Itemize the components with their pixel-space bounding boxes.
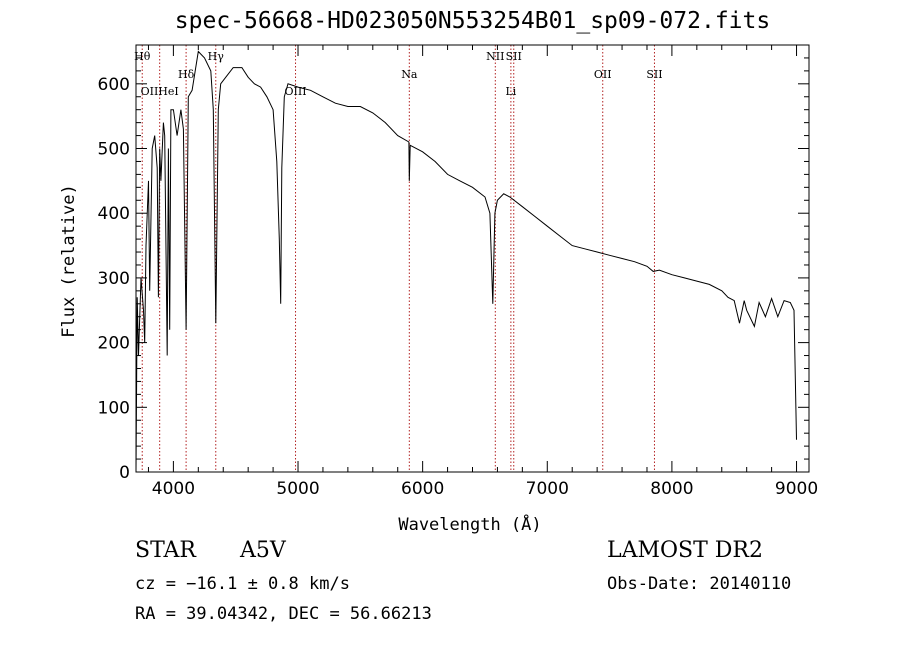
line-label: OII [594, 68, 612, 81]
x-tick-label: 7000 [526, 479, 569, 499]
observation-date: Obs-Date: 20140110 [607, 574, 792, 594]
y-axis-label: Flux (relative) [59, 184, 79, 338]
x-tick-label: 4000 [152, 479, 195, 499]
y-tick-label: 300 [98, 269, 130, 289]
line-label: Hθ [134, 50, 151, 63]
line-label: Hδ [178, 68, 195, 81]
line-label: Li [505, 85, 516, 98]
redshift-velocity: cz = −16.1 ± 0.8 km/s [135, 574, 350, 594]
line-label: Na [401, 68, 418, 81]
spectrum-series [135, 50, 797, 473]
x-tick-label: 5000 [276, 479, 319, 499]
x-tick-label: 8000 [650, 479, 693, 499]
page-title: spec-56668-HD023050N553254B01_sp09-072.f… [174, 8, 771, 34]
x-tick-label: 9000 [775, 479, 818, 499]
x-tick-label: 6000 [401, 479, 444, 499]
y-tick-label: 100 [98, 398, 130, 418]
emission-line-markers [141, 45, 655, 472]
line-label: OIIHeI [141, 85, 179, 98]
line-label: OIII [284, 85, 306, 98]
spectrum-line [135, 50, 797, 473]
y-tick-label: 200 [98, 334, 130, 354]
line-label: NII [486, 50, 504, 63]
y-tick-label: 600 [98, 75, 130, 95]
y-tick-label: 400 [98, 204, 130, 224]
object-class: STAR [135, 538, 196, 563]
x-axis-label: Wavelength (Å) [398, 513, 541, 535]
line-label: SII [506, 50, 522, 63]
object-subclass: A5V [240, 538, 286, 563]
line-label: Hγ [208, 50, 225, 63]
y-tick-label: 0 [119, 463, 130, 483]
axes: 4000 5000 6000 7000 8000 9000 0 100 200 300 400 500… [98, 44, 818, 499]
y-tick-label: 500 [98, 140, 130, 160]
survey-name: LAMOST DR2 [607, 538, 763, 563]
coordinates: RA = 39.04342, DEC = 56.66213 [135, 604, 432, 624]
plot-frame [135, 44, 810, 473]
line-label: SII [646, 68, 662, 81]
